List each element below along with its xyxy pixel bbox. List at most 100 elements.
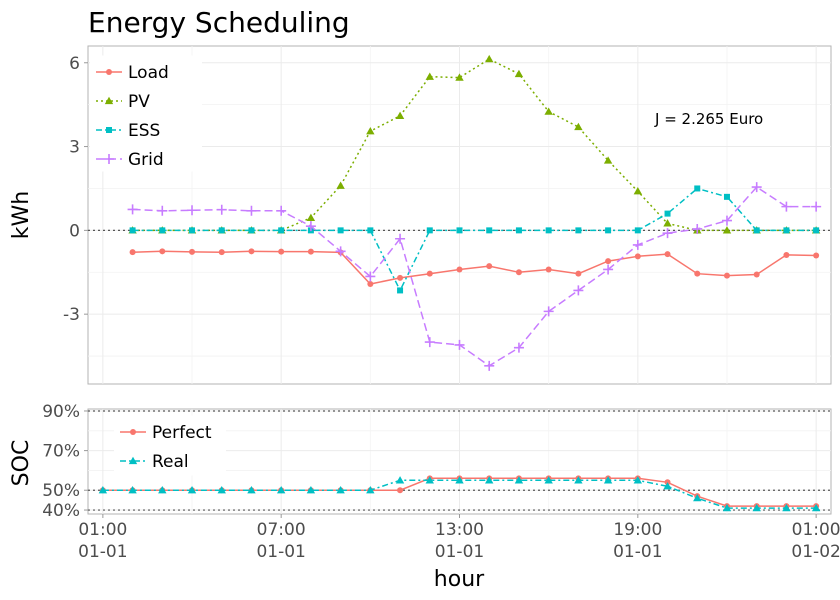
data-point <box>811 503 821 512</box>
x-tick-time: 19:00 <box>613 520 662 540</box>
y-tick-label: -3 <box>63 305 80 325</box>
data-point <box>424 337 435 348</box>
data-point <box>218 227 225 234</box>
data-point <box>247 486 256 494</box>
data-point <box>575 270 582 277</box>
x-axis-label: hour <box>434 567 485 592</box>
series-real <box>98 476 821 512</box>
y-tick-label: 3 <box>69 138 80 158</box>
data-point <box>305 221 316 232</box>
data-point <box>425 476 434 484</box>
data-point <box>248 227 255 234</box>
data-point <box>633 187 643 195</box>
data-point <box>603 156 613 164</box>
data-point <box>752 503 761 512</box>
series-line-pv <box>132 58 817 232</box>
data-point <box>663 482 672 490</box>
legend-item-pv: PV <box>96 92 150 112</box>
cost-annotation: J = 2.265 Euro <box>654 110 763 128</box>
x-tick-time: 01:00 <box>78 520 127 540</box>
data-point <box>783 251 790 258</box>
data-point <box>336 181 345 189</box>
data-point <box>159 227 166 234</box>
data-point <box>664 251 671 258</box>
data-point <box>397 274 404 281</box>
legend-label: Load <box>128 63 169 83</box>
legend-key-marker <box>128 456 138 465</box>
data-point <box>456 227 463 234</box>
data-point <box>753 271 760 278</box>
data-point <box>721 215 732 226</box>
data-point <box>129 249 136 256</box>
data-point <box>397 287 404 294</box>
x-tick-date: 01-01 <box>435 542 484 562</box>
bottom-y-ticks: 40%50% 70% 90% <box>42 402 88 521</box>
data-point <box>98 486 108 494</box>
data-point <box>395 476 405 484</box>
data-point <box>248 248 255 255</box>
data-point <box>694 185 701 192</box>
data-point <box>456 266 463 273</box>
data-point <box>336 486 345 494</box>
bottom-series-layer <box>98 475 821 512</box>
y-tick-label: 70% <box>42 442 80 462</box>
data-point <box>781 201 792 212</box>
data-point <box>605 258 612 265</box>
data-point <box>543 306 554 317</box>
data-point <box>128 486 137 494</box>
data-point <box>813 252 820 259</box>
data-point <box>782 503 791 512</box>
data-point <box>158 486 167 494</box>
x-tick-time: 13:00 <box>435 520 484 540</box>
legend-item-perfect: Perfect <box>120 423 212 443</box>
data-point <box>514 476 524 484</box>
data-point <box>216 204 227 215</box>
x-tick-date: 01-02 <box>791 542 840 562</box>
legend-item-real: Real <box>120 452 189 472</box>
data-point <box>397 487 404 494</box>
data-point <box>603 264 614 275</box>
data-point <box>722 503 732 512</box>
data-point <box>811 201 822 212</box>
data-point <box>545 227 552 234</box>
data-point <box>573 285 584 296</box>
data-point <box>157 205 168 216</box>
series-grid <box>127 182 822 371</box>
data-point <box>603 476 613 484</box>
data-point <box>337 227 344 234</box>
data-point <box>395 233 406 244</box>
data-point <box>544 107 553 115</box>
y-tick-label: 50% <box>42 481 80 501</box>
data-point <box>605 227 612 234</box>
data-point <box>813 227 820 234</box>
legend-key-marker <box>104 96 114 105</box>
data-point <box>544 476 553 484</box>
data-point <box>485 54 494 63</box>
y-tick-label: 40% <box>42 501 80 521</box>
x-tick-date: 01-01 <box>78 542 127 562</box>
legend-background <box>114 415 226 476</box>
data-point <box>455 476 464 484</box>
data-point <box>306 486 316 494</box>
data-point <box>278 227 285 234</box>
series-line-load <box>132 250 817 285</box>
data-point <box>515 227 522 234</box>
data-point <box>634 253 641 260</box>
data-point <box>723 272 730 279</box>
data-point <box>218 249 225 256</box>
data-point <box>753 227 760 234</box>
data-point <box>693 493 702 502</box>
top-legend: Load PV ESS Grid <box>90 55 202 172</box>
x-axis-ticks: 01:0001-0107:0001-0113:0001-0119:0001-01… <box>78 514 840 562</box>
data-point <box>455 73 464 81</box>
data-point <box>335 246 346 257</box>
data-point <box>486 227 493 234</box>
data-point <box>545 266 552 273</box>
data-point <box>306 213 316 221</box>
data-point <box>515 269 522 276</box>
data-point <box>692 223 703 234</box>
data-point <box>278 248 285 255</box>
data-point <box>189 227 196 234</box>
data-point <box>366 126 375 135</box>
data-point <box>129 227 136 234</box>
